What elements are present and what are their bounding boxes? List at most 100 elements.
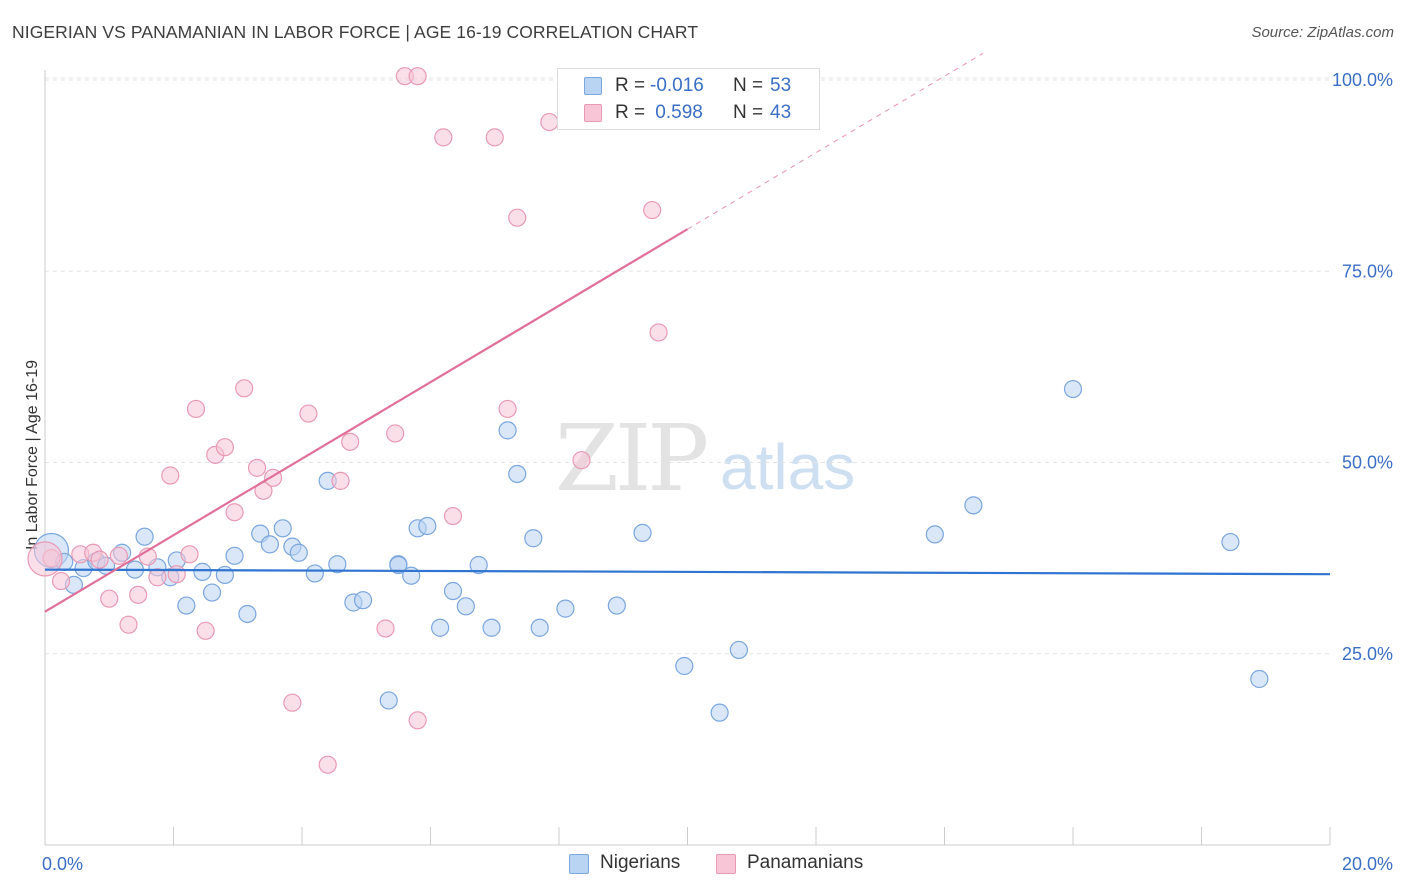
nigerian-point xyxy=(524,529,543,548)
nigerian-point xyxy=(675,656,694,676)
legend-r-value: -0.016 xyxy=(650,75,704,96)
nigerian-point xyxy=(633,523,652,542)
panamanian-point xyxy=(148,568,167,587)
panamanian-point xyxy=(572,451,591,470)
y-tick-label: 50.0% xyxy=(1342,453,1393,473)
nigerian-point xyxy=(379,691,398,710)
nigerian-point xyxy=(1250,669,1269,689)
nigerian-point xyxy=(964,496,983,515)
nigerian-point xyxy=(530,618,549,637)
panamanian-point xyxy=(376,619,395,638)
nigerian-point xyxy=(273,519,292,538)
nigerian-point xyxy=(729,640,749,660)
stats-legend: R = -0.016 N = 53 R = 0.598 N = 43 xyxy=(557,68,820,130)
legend-n-label: N = xyxy=(733,102,764,123)
nigerian-point xyxy=(443,581,463,601)
nigerian-point xyxy=(431,618,450,637)
watermark-atlas: atlas xyxy=(720,431,856,503)
nigerians-swatch xyxy=(584,77,602,95)
panamanian-point xyxy=(247,458,267,477)
nigerian-point xyxy=(556,599,575,618)
chart-title: NIGERIAN VS PANAMANIAN IN LABOR FORCE | … xyxy=(12,22,699,42)
panamanian-point xyxy=(161,466,180,485)
panamanian-point xyxy=(215,438,234,457)
nigerian-point xyxy=(607,596,626,615)
panamanian-point xyxy=(196,621,215,640)
nigerian-point xyxy=(225,546,244,565)
nigerian-point xyxy=(328,555,347,574)
panamanian-point xyxy=(235,379,254,398)
y-tick-label: 100.0% xyxy=(1332,70,1393,90)
nigerian-point xyxy=(456,597,475,616)
panamanian-point xyxy=(100,589,119,608)
legend-n-value: 53 xyxy=(770,75,792,96)
panamanian-point xyxy=(643,200,662,220)
nigerian-trend-line xyxy=(44,568,1331,576)
nigerian-point xyxy=(177,596,196,615)
source-credit: Source: ZipAtlas.com xyxy=(1251,24,1394,41)
panamanian-point xyxy=(498,399,517,419)
nigerian-point xyxy=(418,516,437,536)
nigerian-point xyxy=(402,566,421,585)
panamanian-point xyxy=(180,545,199,564)
nigerian-point xyxy=(482,618,501,637)
legend-r-label: R = xyxy=(615,75,646,96)
panamanian-point xyxy=(408,67,427,86)
panamanians-legend-label: Panamanians xyxy=(747,852,864,873)
x-tick-label: 0.0% xyxy=(42,854,83,874)
nigerian-point xyxy=(1221,532,1240,552)
panamanian-point xyxy=(90,550,109,569)
legend-n-label: N = xyxy=(733,75,764,96)
panamanians-legend-swatch xyxy=(716,854,736,874)
nigerian-point xyxy=(1063,379,1083,399)
nigerian-point xyxy=(710,703,729,722)
nigerians-legend-label: Nigerians xyxy=(600,852,681,873)
panamanian-point xyxy=(119,615,138,634)
nigerian-point xyxy=(193,562,212,581)
panamanian-point xyxy=(225,503,244,522)
panamanian-point xyxy=(649,323,668,342)
x-tick-label: 20.0% xyxy=(1342,854,1393,874)
panamanian-point xyxy=(443,506,463,526)
panamanian-point xyxy=(341,432,360,451)
panamanian-point xyxy=(331,471,350,490)
panamanian-trend-extension xyxy=(687,52,984,230)
panamanian-point xyxy=(283,693,302,712)
nigerian-point xyxy=(353,591,373,610)
panamanian-point xyxy=(386,424,405,443)
panamanian-point xyxy=(109,546,128,565)
nigerian-point xyxy=(135,527,154,546)
nigerian-point xyxy=(469,555,488,575)
panamanian-point xyxy=(508,208,527,227)
panamanian-point xyxy=(540,112,559,132)
panamanian-point xyxy=(51,571,71,591)
panamanian-point xyxy=(408,711,427,730)
panamanian-point xyxy=(318,755,337,774)
panamanian-point xyxy=(299,404,318,423)
nigerian-point xyxy=(215,565,234,585)
nigerians-legend-swatch xyxy=(569,854,589,874)
panamanian-trend-line xyxy=(44,228,689,613)
legend-r-label: R = xyxy=(615,102,646,123)
panamanian-point xyxy=(186,399,206,419)
nigerian-point xyxy=(508,464,527,484)
legend-r-value: 0.598 xyxy=(650,102,703,123)
panamanian-point xyxy=(434,128,453,147)
nigerian-point xyxy=(925,525,944,544)
panamanians-swatch xyxy=(584,104,602,122)
panamanian-point xyxy=(167,565,186,584)
panamanian-point xyxy=(129,585,148,604)
y-tick-label: 75.0% xyxy=(1342,261,1393,281)
nigerian-point xyxy=(238,604,257,624)
panamanian-point xyxy=(485,128,504,147)
nigerian-point xyxy=(389,555,408,575)
legend-n-value: 43 xyxy=(770,102,792,123)
nigerian-point xyxy=(289,543,308,562)
nigerian-point xyxy=(260,535,279,554)
y-tick-label: 25.0% xyxy=(1342,644,1393,664)
nigerian-point xyxy=(202,583,222,602)
nigerian-point xyxy=(305,564,324,583)
panamanian-point xyxy=(27,541,63,577)
nigerian-point xyxy=(498,421,517,440)
